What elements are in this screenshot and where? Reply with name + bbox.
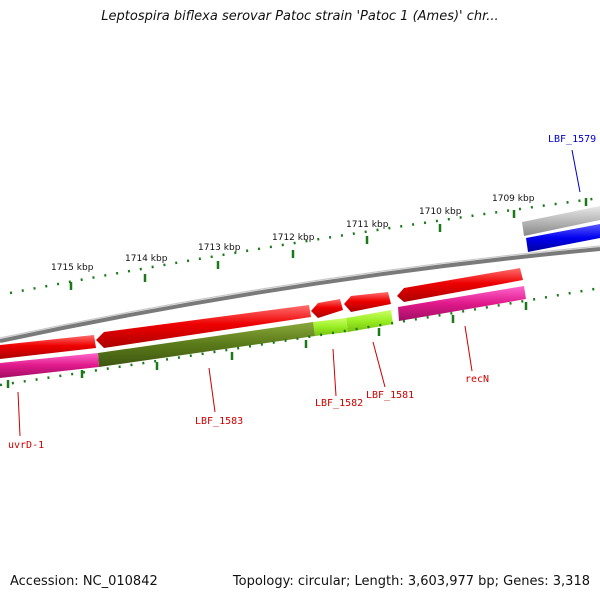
gene-label-lbf-1579[interactable]: LBF_1579: [548, 134, 596, 145]
gene-uvrd-1-bar[interactable]: [0, 353, 99, 378]
gene-lbf-1581-bar[interactable]: [346, 310, 393, 332]
gene-label-lbf-1583[interactable]: LBF_1583: [195, 416, 243, 427]
gene-recn-bar[interactable]: [398, 286, 526, 321]
callout-lbf-1581: [372, 341, 386, 388]
backbone-highlight: [0, 245, 600, 339]
gene-lbf-1583-bar[interactable]: [98, 322, 315, 367]
scale-label-1709: 1709 kbp: [492, 194, 535, 204]
scale-inner-major-ticks: [6, 302, 528, 388]
gene-label-recn[interactable]: recN: [465, 374, 489, 385]
gene-label-uvrd-1[interactable]: uvrD-1: [8, 440, 44, 451]
scale-label-1712: 1712 kbp: [272, 233, 315, 243]
gene-lbf-1579-bar[interactable]: [522, 206, 600, 236]
callout-recn: [464, 325, 473, 372]
scale-label-1710: 1710 kbp: [419, 207, 462, 217]
callout-uvrd-1: [17, 391, 21, 437]
gene-lbf-1582-bar[interactable]: [313, 318, 348, 336]
gene-label-lbf-1582[interactable]: LBF_1582: [315, 398, 363, 409]
topology-text: Topology: circular; Length: 3,603,977 bp…: [232, 574, 590, 589]
callout-lbf-1579: [571, 149, 581, 193]
cds-lbf-1583-arrow[interactable]: [96, 305, 311, 348]
cds-lbf-1581-arrow[interactable]: [344, 292, 391, 312]
callout-lbf-1583: [208, 367, 216, 413]
cds-recn-arrow[interactable]: [397, 268, 523, 302]
map-title: Leptospira biflexa serovar Patoc strain …: [101, 9, 499, 24]
cds-lbf-1579-bar[interactable]: [526, 224, 600, 252]
scale-major-ticks: [69, 198, 588, 290]
accession-text: Accession: NC_010842: [10, 574, 158, 589]
chromosome-backbone: [0, 247, 600, 343]
scale-label-1715: 1715 kbp: [51, 263, 94, 273]
scale-label-1714: 1714 kbp: [125, 254, 168, 264]
cds-uvrd-1-arrow[interactable]: [0, 335, 96, 359]
cds-lbf-1582-arrow[interactable]: [311, 299, 343, 318]
gene-label-lbf-1581[interactable]: LBF_1581: [366, 390, 414, 401]
scale-dots-inner: [0, 286, 600, 387]
callout-lbf-1582: [332, 348, 337, 397]
scale-label-1713: 1713 kbp: [198, 243, 241, 253]
scale-label-1711: 1711 kbp: [346, 220, 389, 230]
